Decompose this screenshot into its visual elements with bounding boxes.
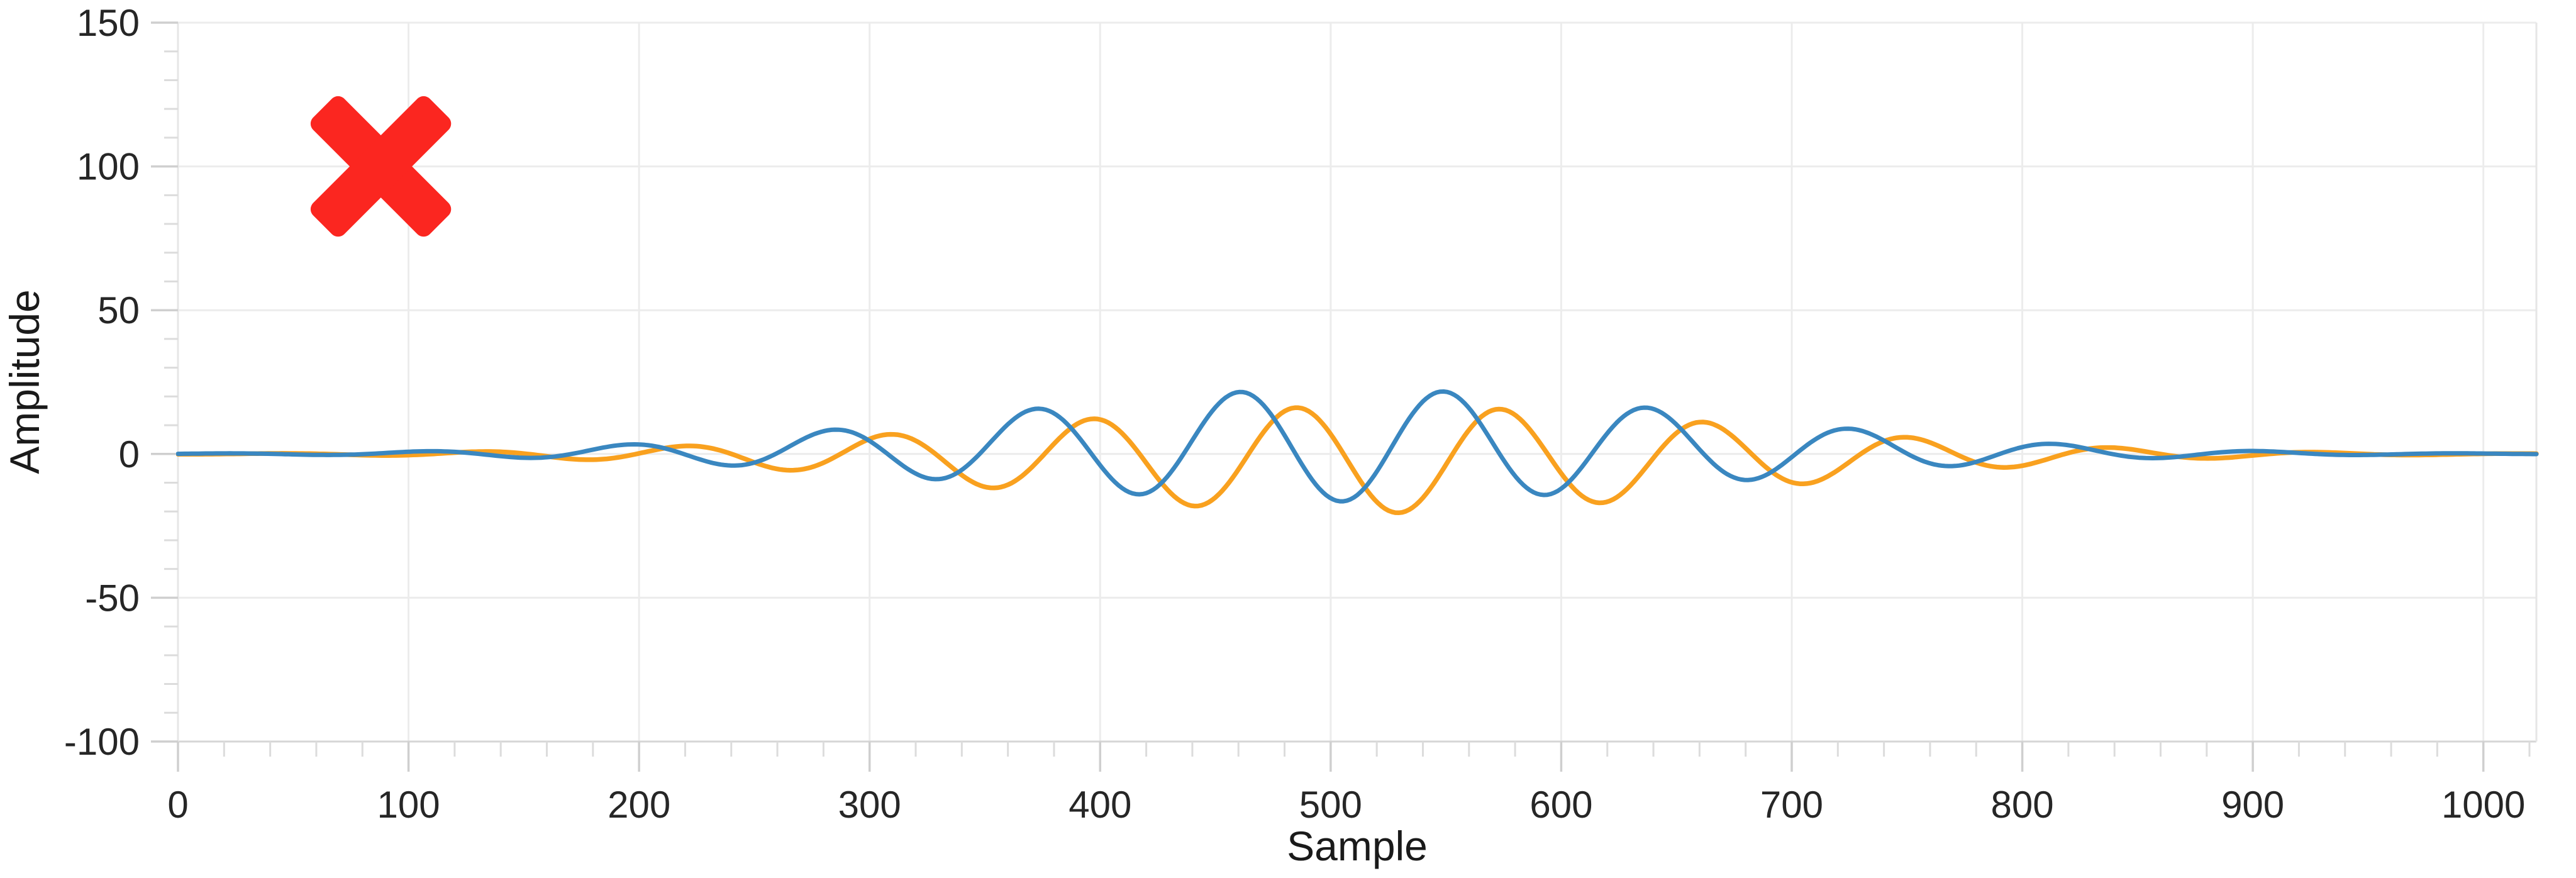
x-tick-label-300: 300 — [838, 784, 901, 826]
y-tick-label--100: -100 — [64, 721, 140, 763]
x-tick-label-1000: 1000 — [2441, 784, 2525, 826]
y-axis-title: Amplitude — [1, 289, 48, 474]
axis-spines — [177, 23, 2538, 743]
marker-x-bar — [310, 96, 452, 237]
x-tick-label-600: 600 — [1530, 784, 1592, 826]
x-tick-label-500: 500 — [1299, 784, 1362, 826]
y-tick-label-0: 0 — [119, 433, 140, 475]
x-tick-label-400: 400 — [1069, 784, 1131, 826]
x-tick-label-900: 900 — [2221, 784, 2284, 826]
series-blue-wave — [176, 389, 2539, 504]
plot-area: 0 100 200 300 400 500 600 700 800 900 100015010050… — [64, 2, 2539, 826]
marker-x — [310, 96, 452, 237]
x-tick-label-800: 800 — [1990, 784, 2053, 826]
series-orange-wave — [176, 405, 2539, 516]
axis-ticks — [151, 21, 2531, 772]
gridlines — [177, 21, 2536, 743]
x-tick-label-700: 700 — [1760, 784, 1823, 826]
y-tick-label-150: 150 — [77, 2, 140, 44]
y-tick-label-100: 100 — [77, 146, 140, 188]
series-lines — [176, 389, 2539, 516]
x-axis-title: Sample — [1287, 823, 1428, 869]
tick-labels: 0 100 200 300 400 500 600 700 800 900 100015010050… — [64, 2, 2526, 826]
x-tick-label-100: 100 — [377, 784, 440, 826]
x-tick-label-0: 0 — [167, 784, 188, 826]
y-tick-label--50: -50 — [85, 577, 140, 619]
x-tick-label-200: 200 — [608, 784, 670, 826]
y-tick-label-50: 50 — [97, 289, 140, 331]
